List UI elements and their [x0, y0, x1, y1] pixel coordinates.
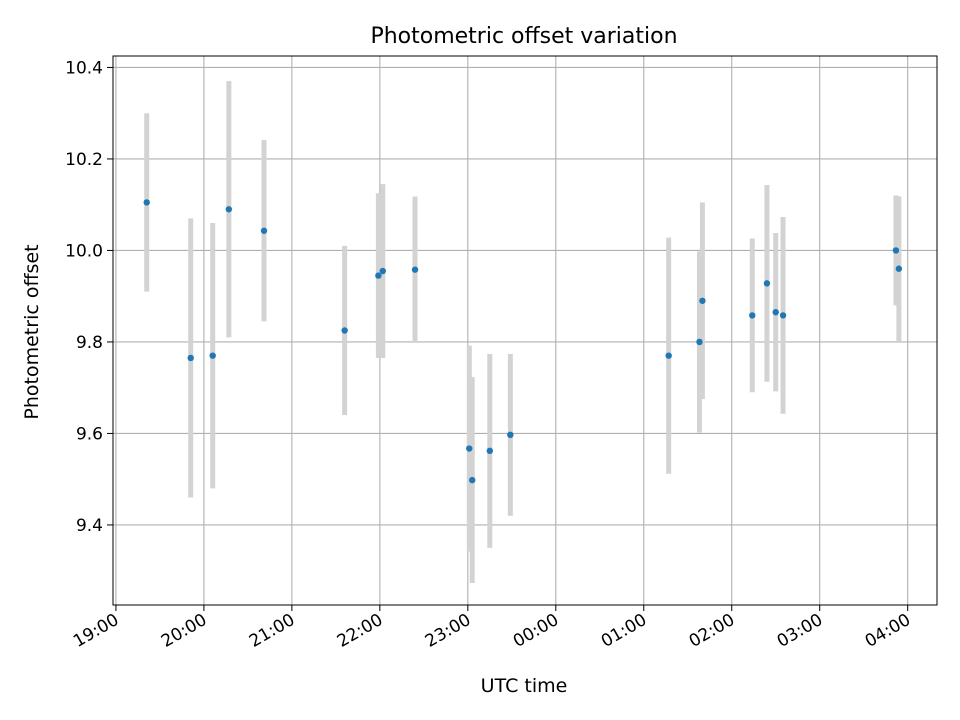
data-point — [143, 199, 150, 206]
point-layer — [143, 199, 903, 484]
data-point — [763, 280, 771, 287]
data-point — [892, 247, 900, 254]
data-point — [341, 327, 348, 334]
data-point — [225, 206, 233, 213]
y-axis-label: Photometric offset — [21, 244, 43, 419]
data-point — [779, 312, 787, 319]
x-axis-label: UTC time — [481, 675, 568, 697]
y-tick-label: 10.2 — [65, 150, 103, 170]
y-tick-label: 9.8 — [76, 333, 103, 353]
data-point — [486, 447, 494, 455]
y-axis-ticks: 9.4 9.6 9.8 10.0 10.2 10.4 — [65, 58, 113, 536]
data-point — [375, 272, 382, 279]
data-point — [411, 266, 419, 273]
data-point — [665, 352, 672, 359]
chart-title: Photometric offset variation — [370, 24, 677, 49]
y-tick-label: 9.4 — [76, 516, 103, 536]
data-point — [469, 476, 476, 484]
data-point — [696, 338, 703, 346]
data-point — [187, 354, 194, 362]
y-tick-label: 10.0 — [65, 241, 103, 261]
data-point — [379, 267, 386, 275]
data-point — [507, 431, 514, 439]
data-point — [466, 445, 473, 452]
y-tick-label: 10.4 — [65, 58, 103, 78]
data-point — [772, 309, 779, 316]
data-point — [260, 227, 268, 234]
y-tick-label: 9.6 — [76, 424, 103, 444]
data-point — [699, 297, 706, 304]
plot-frame — [112, 55, 938, 606]
grid-layer — [113, 56, 937, 605]
data-point — [209, 352, 216, 359]
data-point — [749, 312, 756, 319]
data-point — [895, 265, 903, 272]
